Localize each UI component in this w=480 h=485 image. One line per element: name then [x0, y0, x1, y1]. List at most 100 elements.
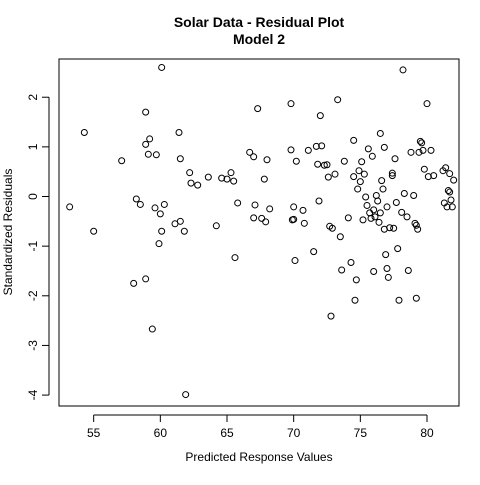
y-tick-label--4: -4 [26, 389, 40, 400]
data-point-111 [388, 169, 396, 177]
data-point-12 [146, 135, 154, 143]
data-point-143 [446, 170, 454, 178]
data-point-100 [376, 209, 384, 217]
data-point-59 [312, 142, 320, 150]
data-point-4 [118, 157, 126, 165]
data-point-139 [442, 164, 450, 172]
data-point-107 [383, 264, 391, 272]
data-point-80 [352, 276, 360, 284]
data-point-53 [291, 257, 299, 265]
data-point-52 [290, 203, 298, 211]
data-point-27 [186, 169, 194, 177]
data-point-73 [338, 266, 346, 274]
data-point-60 [314, 160, 322, 168]
data-point-31 [212, 222, 220, 230]
data-point-109 [386, 224, 394, 232]
y-tick-label--3: -3 [26, 340, 40, 351]
data-point-97 [374, 197, 382, 205]
data-point-75 [344, 214, 352, 222]
data-point-94 [370, 267, 378, 275]
data-point-77 [350, 136, 358, 144]
data-point-70 [331, 170, 339, 178]
data-point-82 [355, 167, 363, 175]
data-point-101 [378, 177, 386, 185]
data-point-8 [142, 108, 150, 116]
data-point-15 [152, 151, 160, 159]
data-point-7 [136, 200, 144, 208]
x-tick-label-65: 65 [220, 426, 234, 440]
data-point-76 [347, 259, 355, 267]
data-point-117 [398, 208, 406, 216]
data-point-54 [292, 157, 300, 165]
data-point-121 [404, 266, 412, 274]
data-point-63 [318, 142, 326, 150]
data-point-134 [424, 173, 432, 181]
data-point-140 [443, 203, 451, 211]
data-point-25 [180, 227, 188, 235]
data-point-84 [358, 158, 366, 166]
data-point-125 [412, 221, 420, 229]
x-axis-ticks: 55 60 65 70 75 80 [87, 415, 434, 440]
y-tick-label--2: -2 [26, 290, 40, 301]
data-point-87 [362, 193, 370, 201]
x-tick-label-75: 75 [354, 426, 368, 440]
data-point-51 [290, 215, 298, 223]
data-point-74 [340, 157, 348, 165]
data-point-57 [304, 146, 312, 154]
data-point-2 [80, 128, 88, 136]
data-point-1 [66, 203, 74, 211]
data-point-95 [371, 213, 379, 221]
data-point-88 [363, 201, 371, 209]
data-point-106 [383, 203, 391, 211]
data-point-133 [423, 100, 431, 108]
data-point-56 [300, 219, 308, 227]
data-point-128 [415, 148, 423, 156]
data-point-112 [390, 224, 398, 232]
x-axis-label: Predicted Response Values [185, 450, 332, 464]
data-point-66 [324, 173, 332, 181]
data-point-135 [427, 146, 435, 154]
data-point-16 [155, 240, 163, 248]
data-points-layer [66, 63, 458, 399]
data-point-38 [246, 148, 254, 156]
data-point-22 [175, 128, 183, 136]
data-point-17 [156, 210, 164, 218]
y-axis-ticks: -4 -3 -2 -1 0 1 2 [26, 94, 49, 400]
data-point-108 [384, 273, 392, 281]
data-point-24 [176, 155, 184, 163]
data-point-120 [403, 213, 411, 221]
data-point-78 [350, 173, 358, 181]
data-point-142 [446, 188, 454, 196]
y-tick-label-1: 1 [26, 143, 40, 150]
data-point-61 [315, 197, 323, 205]
data-point-20 [160, 200, 168, 208]
data-point-55 [299, 206, 307, 214]
data-point-91 [367, 214, 375, 222]
data-point-93 [370, 206, 378, 214]
data-point-119 [400, 190, 408, 198]
data-point-132 [420, 165, 428, 173]
data-point-124 [411, 219, 419, 227]
chart-subtitle: Model 2 [233, 31, 285, 47]
data-point-99 [376, 129, 384, 137]
data-point-122 [407, 148, 415, 156]
data-point-32 [218, 174, 226, 182]
data-point-118 [399, 66, 407, 74]
data-point-65 [323, 161, 331, 169]
data-point-35 [230, 177, 238, 185]
data-point-30 [204, 173, 212, 181]
data-point-13 [148, 325, 156, 333]
data-point-127 [414, 225, 422, 233]
data-point-34 [227, 169, 235, 177]
data-point-49 [287, 146, 295, 154]
data-point-114 [392, 198, 400, 206]
chart-title: Solar Data - Residual Plot [174, 14, 345, 30]
data-point-44 [260, 175, 268, 183]
data-point-11 [144, 150, 152, 158]
data-point-85 [359, 216, 367, 224]
data-point-40 [251, 201, 259, 209]
data-point-18 [158, 227, 166, 235]
x-tick-label-80: 80 [420, 426, 434, 440]
data-point-86 [360, 170, 368, 178]
